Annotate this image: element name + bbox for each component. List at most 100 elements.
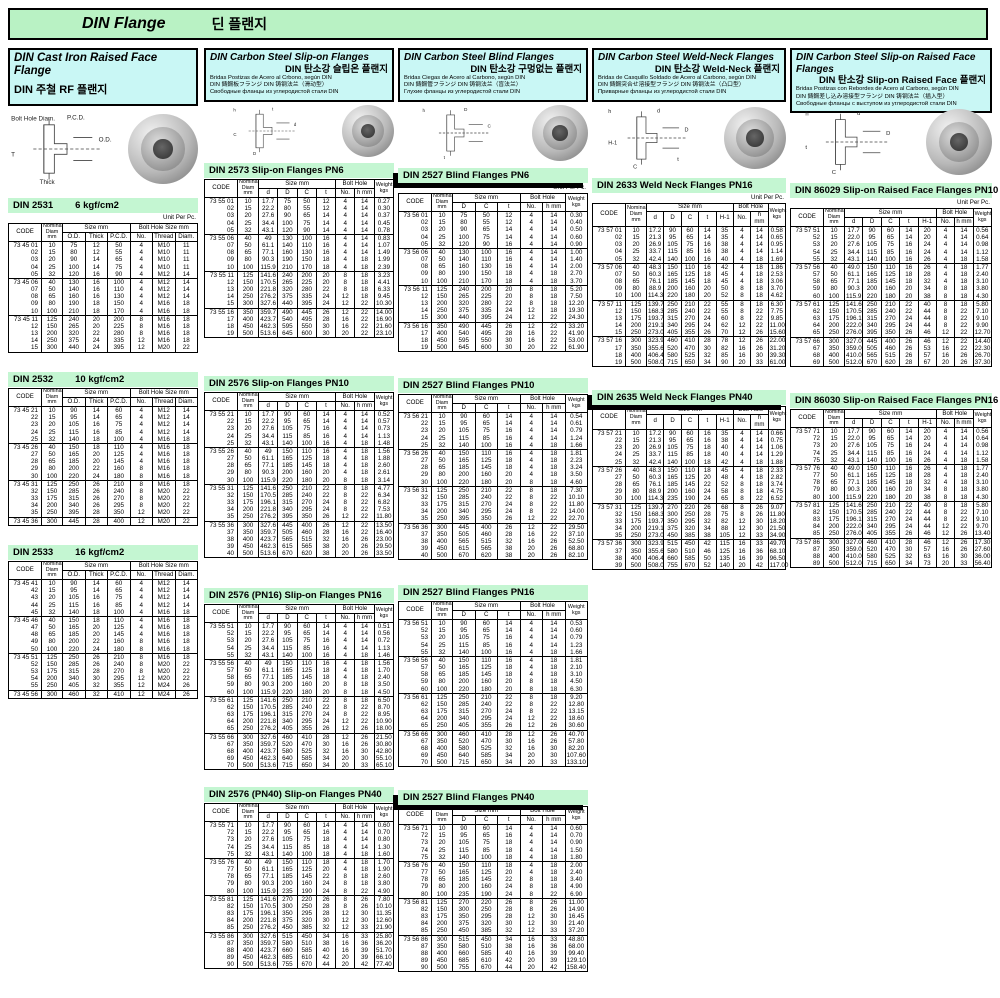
table-cell: 350 xyxy=(431,942,453,950)
dimension-label: h xyxy=(422,108,425,113)
table-row: 52 150 285 26 240 8 M20 22 xyxy=(8,660,198,669)
table-cell: 565 xyxy=(452,537,476,546)
table-cell: 129.10 xyxy=(564,957,588,965)
table-cell: 100 xyxy=(431,478,453,487)
table-cell: 34.4 xyxy=(257,432,279,440)
table-cell: 0.60 xyxy=(373,821,395,830)
table-cell: 520 xyxy=(452,737,476,745)
cell-code: 73 56 26 xyxy=(398,448,432,458)
table-cell: 265 xyxy=(452,292,476,301)
table-cell: 45 xyxy=(715,270,734,279)
table-cell: 220 xyxy=(452,685,476,694)
table-cell: M16 xyxy=(152,631,176,639)
table-cell: 2.82 xyxy=(767,473,787,482)
cell-code: 73 xyxy=(790,442,824,450)
table-cell: 150 xyxy=(277,658,298,668)
table-cell: 22 xyxy=(497,700,521,709)
table-cell: 18 xyxy=(497,846,521,854)
table-cell: 46 xyxy=(917,329,937,338)
table-cell: 200 xyxy=(431,920,453,928)
table-cell: 350 xyxy=(431,530,453,538)
col-header-bolt: Bolt Hole xyxy=(519,394,566,404)
table-cell: 20 xyxy=(335,762,356,770)
table-cell: 565 xyxy=(474,545,498,553)
table-cell: 14 xyxy=(698,233,717,242)
table-cell: 340 xyxy=(62,675,86,683)
table-cell: 150 xyxy=(237,902,259,911)
table-cell: 90 xyxy=(452,619,476,628)
table-cell: 250 xyxy=(237,725,259,734)
table-cell: 4 xyxy=(335,821,356,830)
table-cell: 400 xyxy=(431,744,453,753)
table-cell: 65 xyxy=(237,674,259,682)
table-cell: 16 xyxy=(732,554,752,562)
cell-code: 73 45 01 xyxy=(8,241,42,250)
table-cell: 340 xyxy=(452,508,476,516)
col-header-size: Size mm xyxy=(257,392,337,402)
table-cell: 22 xyxy=(315,286,337,294)
table-cell: 125 xyxy=(880,271,901,279)
table-cell: 95 xyxy=(452,420,476,428)
table-cell: 670 xyxy=(474,964,498,972)
table-cell: 18 xyxy=(954,299,974,308)
table-cell: 185 xyxy=(62,458,86,466)
table-cell: 22 xyxy=(174,509,198,518)
table-cell: 150 xyxy=(862,463,882,473)
cell-code: 60 xyxy=(204,688,238,697)
table-cell: 12 xyxy=(519,307,543,315)
table-cell: 20 xyxy=(823,241,845,249)
table-cell: 18 xyxy=(174,322,198,331)
table-cell: 90 xyxy=(862,427,882,436)
table-cell: 20 xyxy=(497,869,521,877)
flange-photo xyxy=(724,107,786,169)
table-cell: 8 xyxy=(335,681,356,689)
col-header-code: CODE xyxy=(398,394,432,414)
table-cell: 285 xyxy=(663,307,682,315)
table-cell: 22 xyxy=(698,299,717,308)
table-row: 73 57 66 300 327.0 445 400 26 46 12 22 14.40 xyxy=(790,336,993,345)
table-cell: 95 xyxy=(862,435,882,443)
table-cell: 30 xyxy=(497,344,521,352)
table-cell: 22 xyxy=(315,491,337,500)
cell-code: 02 xyxy=(592,233,626,242)
table-row: 87 350 359.0 520 470 30 57 16 26 27.60 xyxy=(790,545,993,553)
table-cell: 25 xyxy=(625,248,647,256)
table-row: 58 65 185 145 18 4 18 3.10 xyxy=(398,671,588,679)
col-header-bolt: Bolt Hole xyxy=(519,601,566,611)
table-row: 73 55 26 40 49 150 110 16 4 18 1.56 xyxy=(204,446,395,456)
table-cell: 77.1 xyxy=(257,873,279,881)
table-cell: 24 xyxy=(497,883,521,891)
table-cell: 14 xyxy=(542,824,566,833)
cell-code: 53 xyxy=(398,634,432,642)
table-cell: 18 xyxy=(542,284,566,293)
table-cell: 196.1 xyxy=(257,711,279,719)
table-cell: 18 xyxy=(542,648,566,657)
table-cell: 400 xyxy=(237,535,259,544)
table-cell: 24 xyxy=(497,501,521,509)
table-cell: 30 xyxy=(315,740,337,748)
col-header-size: Size mm xyxy=(257,179,337,189)
table-cell: 18 xyxy=(354,469,375,477)
table-cell: 75 xyxy=(62,241,86,250)
table-cell: 550 xyxy=(296,322,317,331)
table-cell: 105 xyxy=(277,637,298,645)
table-cell: 22 xyxy=(954,508,974,517)
cell-code: 74 xyxy=(398,846,432,854)
table-cell: 400 xyxy=(474,522,498,531)
table-cell: 22 xyxy=(954,344,974,352)
table-cell: 75 xyxy=(474,839,498,847)
table-cell: 300 xyxy=(431,314,453,323)
table-row: 33 175 196.1 315 270 24 8 22 6.82 xyxy=(204,499,395,507)
table-row: 05 32 42.4 140 100 16 40 4 18 1.69 xyxy=(592,255,787,264)
table-cell: 165 xyxy=(452,457,476,465)
table-cell: 14 xyxy=(497,412,521,421)
cell-code: 84 xyxy=(204,917,238,925)
table-cell: 57.80 xyxy=(564,737,588,745)
table-cell: 61.1 xyxy=(843,271,864,279)
table-cell: 140 xyxy=(663,458,682,467)
spec-table: CODE Nominal Diam mm Size mm Bolt Hole Weight k… xyxy=(398,193,588,353)
cell-code: 73 57 81 xyxy=(790,500,824,509)
cell-code: 19 xyxy=(204,330,238,338)
table-cell: 40 xyxy=(237,446,259,456)
table-cell: M10 xyxy=(152,263,176,271)
